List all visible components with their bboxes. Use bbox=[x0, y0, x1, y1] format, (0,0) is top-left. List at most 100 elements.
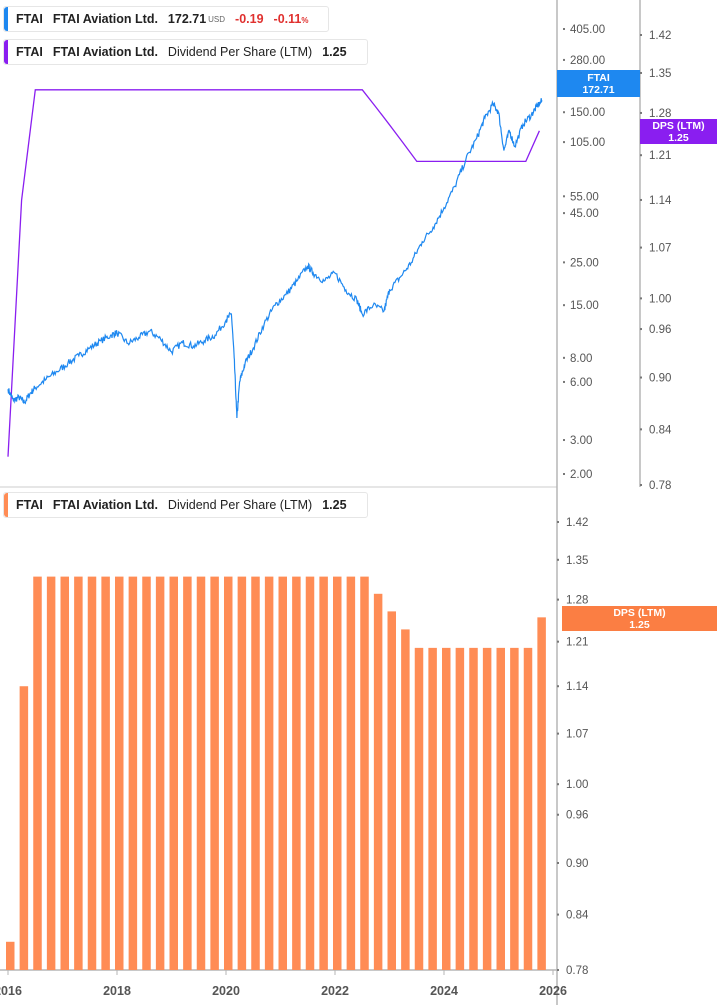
price-tick-mark bbox=[563, 380, 565, 383]
legend-price-value: 172.71 bbox=[167, 12, 207, 26]
dps-tick-mark bbox=[640, 376, 642, 379]
dps-bar bbox=[496, 647, 505, 970]
price-tick-label: 45.00 bbox=[570, 208, 599, 220]
dps-bar bbox=[264, 576, 274, 970]
dps-bar bbox=[537, 617, 546, 970]
dps-tag-bottom: DPS (LTM) 1.25 bbox=[562, 606, 717, 631]
dps-bar bbox=[292, 576, 301, 970]
dps-bar bbox=[373, 593, 383, 970]
dps-bar bbox=[210, 576, 219, 970]
dps-tick-label: 1.35 bbox=[649, 68, 671, 80]
dps-tick-mark bbox=[640, 484, 642, 486]
dps-bar bbox=[237, 576, 247, 970]
dps-tick-label: 1.21 bbox=[649, 150, 671, 162]
price-tick-mark bbox=[563, 261, 565, 264]
dps-bar bbox=[19, 686, 29, 970]
bar-axis-tick-label: 1.42 bbox=[566, 517, 588, 529]
dps-bar bbox=[387, 611, 396, 970]
legend-value: 1.25 bbox=[322, 45, 347, 59]
dps-bar bbox=[523, 647, 533, 970]
legend-company: FTAI Aviation Ltd. bbox=[52, 45, 158, 59]
dps-tick-mark bbox=[640, 154, 642, 157]
price-tag: FTAI 172.71 bbox=[557, 70, 640, 97]
price-tag-ticker: FTAI bbox=[587, 71, 610, 84]
dps-tick-mark bbox=[640, 328, 642, 331]
price-tick-label: 55.00 bbox=[570, 191, 599, 203]
price-tick-mark bbox=[563, 473, 565, 475]
dps-bar bbox=[469, 647, 478, 970]
dps-tick-mark bbox=[640, 297, 642, 300]
legend-price[interactable]: FTAI FTAI Aviation Ltd. 172.71 USD -0.19… bbox=[3, 6, 330, 32]
dps-bar bbox=[360, 576, 369, 970]
x-tick-label: 2016 bbox=[0, 984, 22, 998]
legend-currency: USD bbox=[208, 14, 226, 24]
price-line bbox=[7, 98, 543, 419]
legend-dps-top[interactable]: FTAI FTAI Aviation Ltd. Dividend Per Sha… bbox=[3, 39, 368, 65]
dps-bar bbox=[115, 576, 124, 970]
price-tick-mark bbox=[563, 28, 565, 30]
bar-axis-tick-label: 1.00 bbox=[566, 779, 588, 791]
bar-axis-tick-mark bbox=[557, 598, 559, 601]
dps-bar bbox=[455, 647, 465, 970]
price-tick-mark bbox=[563, 58, 565, 61]
legend-metric: Dividend Per Share (LTM) bbox=[167, 498, 313, 512]
dps-bar bbox=[74, 576, 83, 970]
legend-ticker: FTAI bbox=[16, 12, 43, 26]
dps-bar bbox=[60, 576, 69, 970]
bar-axis-tick-mark bbox=[557, 558, 559, 561]
price-tick-label: 105.00 bbox=[570, 137, 605, 149]
price-tick-label: 3.00 bbox=[570, 435, 592, 447]
bar-axis-tick-label: 1.21 bbox=[566, 637, 588, 649]
price-tick-mark bbox=[563, 111, 565, 114]
dps-bar bbox=[278, 576, 287, 970]
dps-bar bbox=[33, 576, 42, 970]
bar-axis-tick-mark bbox=[557, 813, 559, 816]
price-tick-mark bbox=[563, 439, 565, 442]
dps-bar bbox=[401, 629, 410, 970]
bar-axis-tick-mark bbox=[557, 640, 559, 643]
dps-bar bbox=[442, 647, 451, 970]
dps-tick-label: 0.90 bbox=[649, 373, 671, 385]
dps-line bbox=[7, 89, 540, 457]
bar-axis-tick-mark bbox=[557, 521, 559, 523]
bar-axis-tick-mark bbox=[557, 861, 559, 864]
dps-tag-top: DPS (LTM) 1.25 bbox=[640, 119, 717, 144]
price-tick-label: 15.00 bbox=[570, 300, 599, 312]
bar-axis-tick-label: 1.14 bbox=[566, 681, 589, 693]
dps-bar bbox=[333, 576, 342, 970]
bar-axis-tick-mark bbox=[557, 732, 559, 735]
price-tick-label: 6.00 bbox=[570, 377, 592, 389]
bar-axis-tick-mark bbox=[557, 783, 559, 786]
x-tick-label: 2022 bbox=[321, 984, 349, 998]
price-tick-mark bbox=[563, 195, 565, 198]
bar-axis-tick-mark bbox=[557, 913, 559, 916]
legend-company: FTAI Aviation Ltd. bbox=[52, 12, 158, 26]
dps-bar bbox=[155, 576, 165, 970]
dps-bar bbox=[183, 576, 192, 970]
bar-axis-tick-label: 0.90 bbox=[566, 858, 588, 870]
legend-dps-bottom[interactable]: FTAI FTAI Aviation Ltd. Dividend Per Sha… bbox=[3, 492, 368, 518]
legend-ticker: FTAI bbox=[16, 45, 43, 59]
price-tick-label: 405.00 bbox=[570, 24, 605, 36]
price-tick-mark bbox=[563, 141, 565, 144]
dps-tick-mark bbox=[640, 198, 642, 201]
bar-axis-tick-label: 0.84 bbox=[566, 910, 589, 922]
dps-bar bbox=[251, 576, 260, 970]
dps-tag-value: 1.25 bbox=[668, 131, 689, 144]
legend-change-pct: -0.11% bbox=[274, 12, 309, 26]
dps-bar bbox=[319, 576, 328, 970]
x-tick-label: 2024 bbox=[430, 984, 458, 998]
price-tick-mark bbox=[563, 212, 565, 215]
legend-metric: Dividend Per Share (LTM) bbox=[167, 45, 313, 59]
legend-color-swatch bbox=[4, 40, 8, 64]
bar-axis-tick-label: 0.96 bbox=[566, 810, 588, 822]
legend-change: -0.19 bbox=[235, 12, 264, 26]
dps-bar bbox=[482, 647, 492, 970]
dps-tick-label: 0.84 bbox=[649, 424, 672, 436]
dps-bar bbox=[224, 576, 233, 970]
bar-axis-tick-label: 0.78 bbox=[566, 965, 588, 977]
dps-bar bbox=[346, 576, 356, 970]
dps-tag-label: DPS (LTM) bbox=[652, 119, 705, 132]
dps-tick-mark bbox=[640, 111, 642, 114]
